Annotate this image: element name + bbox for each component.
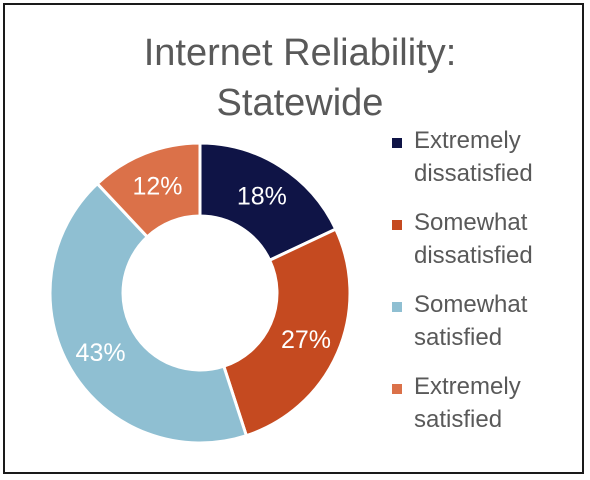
legend-swatch xyxy=(392,302,402,312)
legend-label-line: Extremely xyxy=(414,373,521,400)
legend-swatch xyxy=(392,220,402,230)
slice-somewhat-satisfied xyxy=(48,181,249,445)
legend-label-line: dissatisfied xyxy=(414,242,533,269)
data-label-extremely-dissatisfied: 18% xyxy=(237,182,287,210)
legend-label-line: Somewhat xyxy=(414,291,528,318)
slice-extremely-dissatisfied xyxy=(198,141,338,263)
legend-label: Extremely satisfied xyxy=(414,370,584,436)
legend-label-line: satisfied xyxy=(414,406,503,433)
chart-title: Internet Reliability: Statewide xyxy=(0,28,590,128)
legend-label-line: Extremely xyxy=(414,127,521,154)
data-label-somewhat-dissatisfied: 27% xyxy=(281,326,331,354)
legend-label-line: Somewhat xyxy=(414,209,528,236)
legend-label-line: satisfied xyxy=(414,324,503,351)
legend-swatch xyxy=(392,384,402,394)
legend-label: Somewhat dissatisfied xyxy=(414,206,584,272)
slice-somewhat-dissatisfied xyxy=(221,227,352,438)
data-label-extremely-satisfied: 12% xyxy=(132,173,182,201)
legend-label-line: dissatisfied xyxy=(414,160,533,187)
legend-label: Extremely dissatisfied xyxy=(414,124,584,190)
data-label-somewhat-satisfied: 43% xyxy=(76,339,126,367)
legend-swatch xyxy=(392,138,402,148)
slice-extremely-satisfied xyxy=(95,141,202,239)
legend-label: Somewhat satisfied xyxy=(414,288,584,354)
chart-title-line-1: Internet Reliability: xyxy=(143,32,457,74)
chart-title-line-2: Statewide xyxy=(216,82,384,124)
